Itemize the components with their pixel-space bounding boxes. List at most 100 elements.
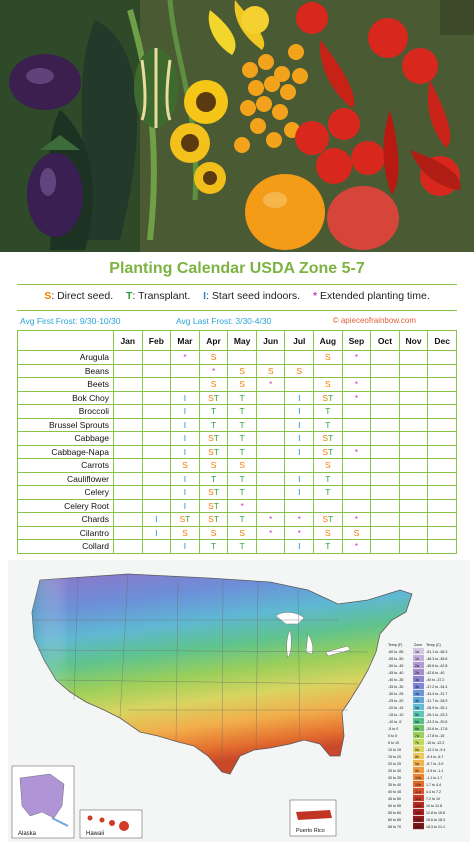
- legend-extended: * Extended planting time.: [312, 290, 430, 302]
- planting-cell: [398, 350, 429, 365]
- crop-name: Carrots: [17, 458, 114, 473]
- planting-cell: T: [198, 404, 229, 419]
- legend-zone-label: 6a: [415, 720, 419, 724]
- legend-temp-c: -42.8 to -40: [426, 671, 444, 675]
- planting-cell: ST: [198, 390, 229, 405]
- planting-cell: I: [170, 471, 200, 486]
- planting-cell: T: [227, 471, 257, 486]
- crop-name: Cilantro: [17, 525, 114, 540]
- planting-cell: [284, 498, 315, 513]
- planting-cell: T: [198, 471, 229, 486]
- planting-cell: I: [170, 404, 200, 419]
- planting-cell: [427, 431, 457, 446]
- planting-cell: [113, 444, 143, 459]
- planting-cell: T: [313, 404, 343, 419]
- planting-cell: [113, 377, 143, 392]
- planting-cell: [427, 539, 457, 554]
- crop-row: Celery Root I ST *: [17, 498, 457, 513]
- planting-cell: *: [341, 512, 372, 527]
- planting-cell: *: [341, 539, 372, 554]
- legend-zone-label: 6b: [415, 727, 419, 731]
- planting-cell: S: [227, 363, 257, 378]
- crop-row: Carrots S S S S: [17, 458, 457, 473]
- credit-text: © apieceofrainbow.com: [332, 316, 416, 325]
- planting-cell: [141, 458, 172, 473]
- planting-cell: [113, 458, 143, 473]
- planting-cell: I: [284, 390, 315, 405]
- planting-cell: [113, 539, 143, 554]
- legend-start-indoors: I: Start seed indoors.: [203, 290, 301, 302]
- planting-cell: [370, 390, 400, 405]
- month-header: Jun: [255, 330, 286, 351]
- planting-cell: ST: [313, 431, 343, 446]
- legend-header: Zone: [414, 643, 422, 647]
- puerto-rico-label: Puerto Rico: [296, 828, 325, 834]
- planting-cell: [398, 512, 429, 527]
- planting-cell: [370, 377, 400, 392]
- planting-cell: [341, 404, 372, 419]
- crop-row: Broccoli I T T I T: [17, 404, 457, 419]
- planting-cell: S: [313, 458, 343, 473]
- legend-zone-swatch: [413, 760, 424, 767]
- crop-row: Cabbage I ST T I ST: [17, 431, 457, 446]
- planting-cell: S: [198, 525, 229, 540]
- planting-cell: *: [255, 377, 286, 392]
- planting-cell: [370, 458, 400, 473]
- planting-cell: [427, 444, 457, 459]
- legend-temp-c: 1.7 to 4.4: [426, 783, 441, 787]
- planting-cell: [113, 471, 143, 486]
- planting-cell: *: [341, 444, 372, 459]
- legend-zone-swatch: [413, 767, 424, 774]
- planting-cell: [113, 363, 143, 378]
- planting-cell: [141, 377, 172, 392]
- legend-zone-label: 7b: [415, 741, 419, 745]
- legend-temp-f: -20 to -15: [388, 706, 403, 710]
- legend-temp-c: -48.3 to -45.6: [426, 657, 447, 661]
- first-frost-text: Avg First Frost: 9/30-10/30: [20, 316, 121, 326]
- planting-cell: [113, 431, 143, 446]
- corner-cell: [17, 330, 114, 351]
- calendar-title: Planting Calendar USDA Zone 5-7: [109, 260, 365, 277]
- planting-cell: ST: [313, 444, 343, 459]
- month-header: Jan: [113, 330, 143, 351]
- legend-temp-c: -3.9 to -1.1: [426, 769, 443, 773]
- month-header: Sep: [341, 330, 372, 351]
- legend-zone-swatch: [413, 823, 424, 830]
- planting-cell: [427, 498, 457, 513]
- planting-cell: [427, 404, 457, 419]
- planting-cell: *: [227, 498, 257, 513]
- planting-cell: [113, 390, 143, 405]
- legend-zone-swatch: [413, 669, 424, 676]
- legend-zone-label: 1b: [415, 657, 419, 661]
- planting-cell: [113, 498, 143, 513]
- legend-temp-f: 50 to 55: [388, 804, 401, 808]
- crop-name: Celery Root: [17, 498, 114, 513]
- crop-row: Beets S S * S *: [17, 377, 457, 392]
- hawaii-label: Hawaii: [86, 831, 104, 837]
- crop-name: Cabbage: [17, 431, 114, 446]
- legend-temp-c: 7.2 to 10: [426, 797, 440, 801]
- planting-cell: [398, 444, 429, 459]
- legend-temp-c: -15 to -12.2: [426, 741, 444, 745]
- legend-zone-swatch: [413, 697, 424, 704]
- legend-zone-swatch: [413, 795, 424, 802]
- zone-map-svg: Alaska Hawaii Puerto Rico Temp (F) Zone Te…: [11, 573, 447, 839]
- legend-temp-c: -28.9 to -26.1: [426, 706, 447, 710]
- planting-cell: [255, 390, 286, 405]
- legend-temp-c: -31.7 to -28.9: [426, 699, 447, 703]
- legend-temp-f: -35 to -30: [388, 685, 403, 689]
- planting-cell: [427, 390, 457, 405]
- legend-zone-label: 13b: [415, 825, 421, 829]
- legend-zone-label: 13a: [415, 818, 421, 822]
- legend-zone-swatch: [413, 774, 424, 781]
- planting-cell: ST: [198, 498, 229, 513]
- legend-zone-swatch: [413, 690, 424, 697]
- crop-row: Bok Choy I ST T I ST *: [17, 390, 457, 405]
- planting-cell: [398, 485, 429, 500]
- crop-name: Chards: [17, 512, 114, 527]
- legend-zone-swatch: [413, 746, 424, 753]
- planting-cell: T: [227, 539, 257, 554]
- planting-cell: S: [170, 525, 200, 540]
- month-header-row: Jan Feb Mar Apr May Jun Jul Aug Sep Oct Nov Dec: [17, 330, 457, 351]
- planting-cell: *: [284, 525, 315, 540]
